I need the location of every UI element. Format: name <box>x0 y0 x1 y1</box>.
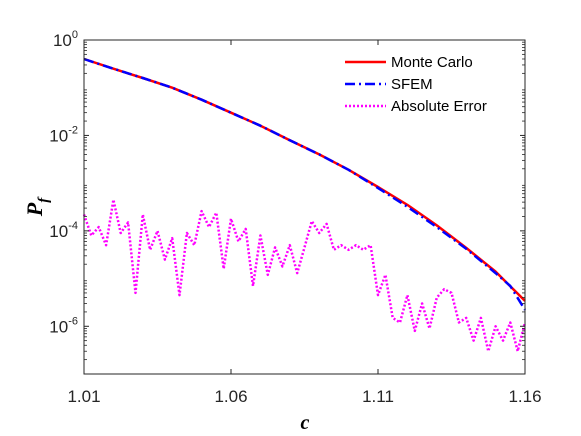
x-tick-label: 1.01 <box>67 387 100 406</box>
x-tick-label: 1.11 <box>362 387 394 406</box>
y-tick-label: 10-6 <box>49 315 78 336</box>
svg-text:Pf: Pf <box>22 196 52 217</box>
y-tick-label: 10-2 <box>49 124 78 145</box>
y-axis-label-subscript: f <box>36 196 52 203</box>
y-tick-label: 100 <box>53 29 78 50</box>
legend-label-absolute-error: Absolute Error <box>391 98 487 115</box>
tick-layer: 1.01 1.06 1.11 1.16 100 10-2 10-4 10-6 <box>49 29 541 406</box>
legend-label-monte-carlo: Monte Carlo <box>391 54 473 71</box>
y-axis-label: Pf <box>22 196 52 217</box>
y-axis-label-main: P <box>22 202 47 217</box>
x-tick-label: 1.06 <box>214 387 247 406</box>
legend: Monte Carlo SFEM Absolute Error <box>340 48 516 126</box>
axes-box <box>83 39 526 375</box>
series-layer <box>82 57 527 353</box>
series-line-sfem <box>83 57 527 311</box>
y-tick-label: 10-4 <box>49 220 78 241</box>
legend-label-sfem: SFEM <box>391 76 433 93</box>
series-line-monte-carlo <box>83 57 526 302</box>
x-axis-label: c <box>301 412 310 434</box>
x-tick-label: 1.16 <box>508 387 541 406</box>
series-line-absolute-error <box>82 198 527 353</box>
